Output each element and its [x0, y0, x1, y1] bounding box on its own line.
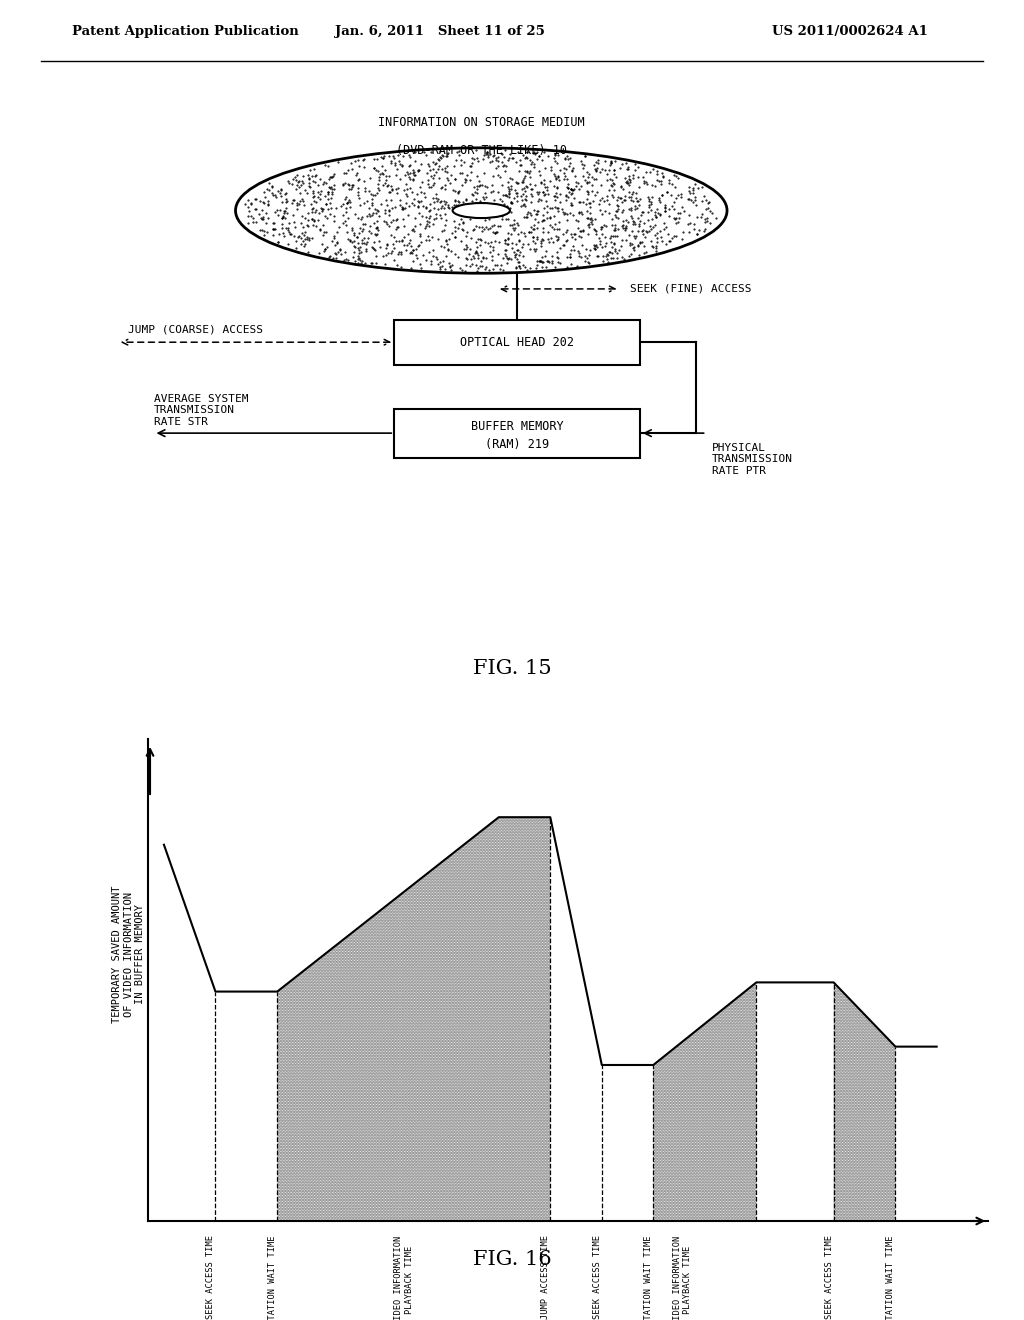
Text: ROTATION WAIT TIME: ROTATION WAIT TIME: [268, 1236, 278, 1320]
Text: US 2011/0002624 A1: US 2011/0002624 A1: [772, 25, 928, 38]
Text: BUFFER MEMORY: BUFFER MEMORY: [471, 420, 563, 433]
Text: Jan. 6, 2011   Sheet 11 of 25: Jan. 6, 2011 Sheet 11 of 25: [336, 25, 545, 38]
Bar: [394, 319, 640, 364]
Text: FIG. 15: FIG. 15: [473, 659, 551, 677]
Text: INFORMATION ON STORAGE MEDIUM: INFORMATION ON STORAGE MEDIUM: [378, 116, 585, 129]
Text: TEMPORARY SAVED AMOUNT
OF VIDEO INFORMATION
IN BUFFER MEMORY: TEMPORARY SAVED AMOUNT OF VIDEO INFORMAT…: [112, 886, 145, 1023]
Text: OPTICAL HEAD 202: OPTICAL HEAD 202: [460, 335, 574, 348]
Text: AVERAGE SYSTEM
TRANSMISSION
RATE STR: AVERAGE SYSTEM TRANSMISSION RATE STR: [154, 393, 248, 426]
Text: ROTATION WAIT TIME: ROTATION WAIT TIME: [644, 1236, 653, 1320]
Text: VIDEO INFORMATION
PLAYBACK TIME: VIDEO INFORMATION PLAYBACK TIME: [673, 1236, 692, 1320]
Text: PHYSICAL
TRANSMISSION
RATE PTR: PHYSICAL TRANSMISSION RATE PTR: [712, 442, 793, 475]
Text: (RAM) 219: (RAM) 219: [485, 438, 549, 451]
Text: VIDEO INFORMATION
PLAYBACK TIME: VIDEO INFORMATION PLAYBACK TIME: [394, 1236, 414, 1320]
Text: SEEK ACCESS TIME: SEEK ACCESS TIME: [207, 1236, 215, 1320]
Text: JUMP (COARSE) ACCESS: JUMP (COARSE) ACCESS: [128, 325, 263, 335]
Text: (DVD-RAM OR THE LIKE) 10: (DVD-RAM OR THE LIKE) 10: [396, 144, 566, 157]
Text: ROTATION WAIT TIME: ROTATION WAIT TIME: [887, 1236, 895, 1320]
Bar: [394, 409, 640, 458]
Ellipse shape: [453, 203, 510, 218]
Text: Patent Application Publication: Patent Application Publication: [72, 25, 298, 38]
Text: JUMP ACCESS TIME: JUMP ACCESS TIME: [542, 1236, 550, 1320]
Text: SEEK ACCESS TIME: SEEK ACCESS TIME: [824, 1236, 834, 1320]
Ellipse shape: [236, 148, 727, 273]
Text: SEEK (FINE) ACCESS: SEEK (FINE) ACCESS: [630, 284, 752, 294]
Text: SEEK ACCESS TIME: SEEK ACCESS TIME: [593, 1236, 602, 1320]
Text: FIG. 16: FIG. 16: [473, 1250, 551, 1269]
